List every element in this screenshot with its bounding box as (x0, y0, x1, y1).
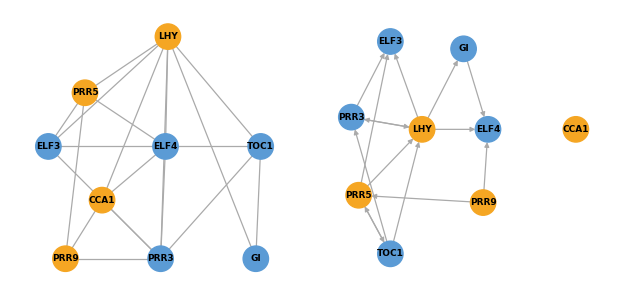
Circle shape (155, 24, 181, 49)
Text: PRR9: PRR9 (470, 198, 497, 207)
Circle shape (248, 134, 273, 159)
Circle shape (36, 134, 61, 159)
Circle shape (475, 117, 501, 142)
Circle shape (346, 183, 371, 208)
Circle shape (243, 246, 269, 271)
Circle shape (451, 36, 476, 62)
Text: GI: GI (250, 254, 261, 263)
Text: PRR9: PRR9 (52, 254, 79, 263)
Text: LHY: LHY (412, 125, 432, 134)
Circle shape (153, 134, 178, 159)
Text: ELF3: ELF3 (36, 142, 60, 151)
Text: TOC1: TOC1 (377, 249, 404, 258)
Text: PRR3: PRR3 (147, 254, 174, 263)
Circle shape (378, 29, 403, 54)
Circle shape (53, 246, 78, 271)
Text: LHY: LHY (158, 32, 178, 41)
Text: ELF4: ELF4 (153, 142, 178, 151)
Circle shape (89, 187, 115, 213)
Text: TOC1: TOC1 (247, 142, 274, 151)
Circle shape (378, 241, 403, 266)
Circle shape (563, 117, 589, 142)
Text: ELF4: ELF4 (476, 125, 500, 134)
Text: CCA1: CCA1 (563, 125, 589, 134)
Circle shape (72, 80, 98, 105)
Circle shape (339, 105, 364, 130)
Text: CCA1: CCA1 (89, 196, 115, 205)
Text: PRR5: PRR5 (345, 191, 372, 200)
Text: PRR5: PRR5 (72, 88, 98, 97)
Text: GI: GI (458, 44, 469, 53)
Circle shape (470, 190, 496, 215)
Text: PRR3: PRR3 (338, 113, 364, 122)
Circle shape (148, 246, 173, 271)
Circle shape (409, 117, 435, 142)
Text: ELF3: ELF3 (378, 37, 402, 46)
